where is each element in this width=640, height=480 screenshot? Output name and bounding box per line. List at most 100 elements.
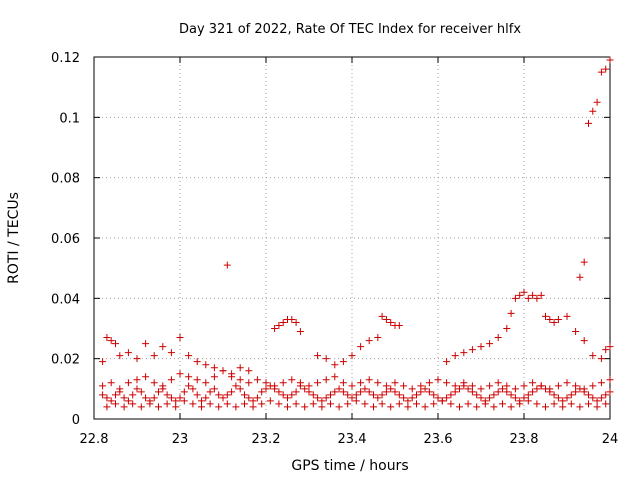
data-point bbox=[262, 385, 270, 393]
data-points bbox=[99, 56, 614, 411]
data-point bbox=[511, 394, 519, 402]
data-point bbox=[559, 397, 567, 405]
data-point bbox=[559, 403, 567, 411]
data-point bbox=[279, 318, 287, 326]
data-point bbox=[292, 318, 300, 326]
data-point bbox=[387, 318, 395, 326]
data-point bbox=[524, 391, 532, 399]
data-point bbox=[404, 403, 412, 411]
data-point bbox=[365, 376, 373, 384]
data-point bbox=[451, 382, 459, 390]
data-point bbox=[206, 388, 214, 396]
data-point bbox=[146, 400, 154, 408]
data-point bbox=[507, 391, 515, 399]
data-point bbox=[468, 382, 476, 390]
data-point bbox=[193, 391, 201, 399]
data-point bbox=[554, 394, 562, 402]
data-point bbox=[425, 388, 433, 396]
data-point bbox=[331, 361, 339, 369]
x-axis-label: GPS time / hours bbox=[291, 458, 408, 474]
y-tick-label: 0.06 bbox=[51, 232, 80, 247]
data-point bbox=[137, 388, 145, 396]
data-point bbox=[503, 382, 511, 390]
data-point bbox=[357, 379, 365, 387]
x-tick-label: 23 bbox=[172, 432, 189, 447]
data-point bbox=[585, 391, 592, 399]
data-point bbox=[490, 391, 498, 399]
data-point bbox=[546, 315, 554, 323]
data-point bbox=[395, 321, 403, 329]
data-point bbox=[339, 388, 347, 396]
y-tick-label: 0.1 bbox=[59, 111, 80, 126]
data-point bbox=[357, 343, 365, 351]
data-point bbox=[365, 337, 373, 345]
grid-lines bbox=[94, 57, 610, 419]
data-point bbox=[292, 388, 300, 396]
data-point bbox=[120, 394, 128, 402]
data-point bbox=[167, 349, 175, 357]
data-point bbox=[232, 382, 240, 390]
data-point bbox=[103, 394, 111, 402]
data-point bbox=[572, 388, 580, 396]
data-point bbox=[391, 379, 399, 387]
data-point bbox=[253, 376, 261, 384]
data-point bbox=[314, 352, 322, 360]
data-point bbox=[456, 385, 463, 393]
data-point bbox=[542, 312, 549, 320]
data-point bbox=[288, 315, 296, 323]
data-point bbox=[335, 403, 343, 411]
data-point bbox=[589, 394, 597, 402]
y-tick-label: 0.08 bbox=[51, 172, 80, 187]
data-point bbox=[99, 391, 107, 399]
data-point bbox=[404, 397, 412, 405]
data-point bbox=[567, 391, 575, 399]
data-point bbox=[537, 291, 545, 299]
data-point bbox=[215, 391, 223, 399]
data-point bbox=[206, 400, 214, 408]
data-point bbox=[129, 400, 137, 408]
data-point bbox=[378, 312, 386, 320]
data-point bbox=[112, 340, 119, 348]
y-axis-label: ROTI / TECUs bbox=[6, 192, 22, 284]
data-point bbox=[387, 403, 395, 411]
data-point bbox=[602, 391, 610, 399]
data-point bbox=[585, 119, 592, 127]
data-point bbox=[236, 385, 244, 393]
data-point bbox=[563, 312, 571, 320]
data-point bbox=[322, 355, 330, 363]
data-point bbox=[219, 394, 227, 402]
data-point bbox=[443, 358, 451, 366]
data-point bbox=[266, 397, 274, 405]
data-point bbox=[576, 273, 584, 281]
data-point bbox=[434, 394, 442, 402]
data-point bbox=[473, 403, 481, 411]
data-point bbox=[219, 367, 227, 375]
data-point bbox=[395, 400, 403, 408]
data-point bbox=[486, 340, 494, 348]
data-point bbox=[210, 373, 218, 381]
data-point bbox=[116, 352, 124, 360]
y-tick-label: 0.02 bbox=[51, 353, 80, 368]
data-point bbox=[331, 388, 339, 396]
data-point bbox=[335, 385, 343, 393]
data-point bbox=[516, 291, 524, 299]
data-point bbox=[133, 376, 141, 384]
data-point bbox=[408, 385, 416, 393]
data-point bbox=[486, 382, 494, 390]
data-point bbox=[503, 325, 511, 332]
data-point bbox=[606, 56, 614, 64]
data-point bbox=[193, 358, 201, 366]
data-point bbox=[391, 388, 399, 396]
data-point bbox=[597, 379, 605, 387]
data-point bbox=[284, 394, 291, 402]
data-point bbox=[167, 376, 175, 384]
data-point bbox=[387, 385, 395, 393]
data-point bbox=[357, 388, 365, 396]
data-point bbox=[520, 382, 528, 390]
data-point bbox=[137, 403, 145, 411]
data-point bbox=[602, 346, 610, 354]
data-point bbox=[180, 388, 188, 396]
data-point bbox=[348, 394, 356, 402]
data-point bbox=[236, 364, 244, 372]
data-point bbox=[451, 388, 459, 396]
